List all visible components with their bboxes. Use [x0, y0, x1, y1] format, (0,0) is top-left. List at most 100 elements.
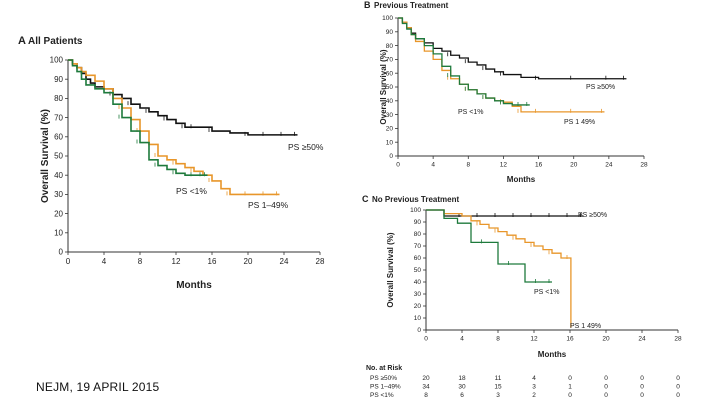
panel-a-series-0-line [68, 59, 298, 136]
panel-a-title: All Patients [28, 36, 83, 47]
panel-c-y-tick-label: 40 [414, 279, 422, 286]
panel-b-y-tick-label: 20 [386, 126, 394, 133]
panel-a-series-1-line [68, 59, 280, 196]
risk-table-cell: 18 [458, 375, 466, 382]
panel-b-x-tick-label: 12 [500, 162, 508, 169]
panel-a-y-tick-label: 20 [54, 209, 63, 218]
panel-b-curve-label: PS 1 49% [564, 119, 595, 126]
panel-b-x-tick-label: 0 [396, 162, 400, 169]
panel-c-curve-label: PS 1 49% [570, 323, 601, 330]
panel-c-series-2-line [426, 209, 552, 283]
panel-c-y-tick-label: 60 [414, 255, 422, 262]
panel-c-title: No Previous Treatment [372, 195, 459, 204]
panel-a-curve-label: PS 1–49% [248, 200, 289, 210]
risk-table-cell: 0 [676, 375, 680, 382]
risk-table-row-label: PS ≥50% [370, 375, 397, 382]
panel-c-letter: C [362, 194, 369, 204]
risk-table-cell: 4 [532, 375, 536, 382]
panel-a-y-tick-label: 30 [54, 190, 63, 199]
panel-c-x-tick-label: 24 [638, 336, 646, 343]
panel-b-series-2-line [398, 17, 530, 106]
panel-a-curve-label: PS ≥50% [288, 142, 324, 152]
panel-a-curve-label: PS <1% [176, 186, 207, 196]
panel-b-x-axis-title: Months [507, 175, 536, 184]
panel-a-x-tick-label: 16 [208, 257, 217, 266]
panel-b-y-tick-label: 30 [386, 112, 394, 119]
risk-table-cell: 0 [568, 375, 572, 382]
risk-table-cell: 6 [460, 392, 464, 399]
panel-a-y-tick-label: 70 [54, 113, 63, 122]
panel-b-y-tick-label: 70 [386, 57, 394, 64]
risk-table-cell: 0 [568, 392, 572, 399]
panel-b-y-axis-title: Overall Survival (%) [379, 49, 388, 124]
panel-a-x-tick-label: 28 [316, 257, 325, 266]
panel-c-x-tick-label: 12 [530, 336, 538, 343]
risk-table-cell: 3 [496, 392, 500, 399]
risk-table-cell: 8 [424, 392, 428, 399]
panel-c-x-tick-label: 20 [602, 336, 610, 343]
panel-c-x-tick-label: 0 [424, 336, 428, 343]
panel-b-series-1-line [398, 17, 605, 113]
risk-table-cell: 0 [676, 392, 680, 399]
panel-c-x-tick-label: 28 [674, 336, 682, 343]
panel-c-curve-label: PS ≥50% [578, 212, 607, 219]
panel-b-y-tick-label: 50 [386, 84, 394, 91]
panel-b-x-tick-label: 28 [640, 162, 648, 169]
panel-c-x-tick-label: 8 [496, 336, 500, 343]
panel-c-y-tick-label: 30 [414, 291, 422, 298]
panel-b-x-tick-label: 24 [605, 162, 613, 169]
risk-table-cell: 1 [568, 384, 572, 391]
panel-a-x-tick-label: 4 [102, 257, 107, 266]
panel-b-letter: B [364, 0, 371, 10]
risk-table-cell: 3 [532, 384, 536, 391]
panel-a-y-tick-label: 0 [59, 248, 64, 257]
panel-c-y-tick-label: 0 [417, 327, 421, 334]
risk-table-cell: 11 [495, 375, 502, 382]
panel-c-series-1-line [426, 209, 572, 328]
panel-c-y-tick-label: 50 [414, 267, 422, 274]
panel-a-y-tick-label: 50 [54, 152, 63, 161]
panel-b-series-0-line [398, 17, 627, 80]
panel-b-x-tick-label: 4 [431, 162, 435, 169]
panel-b-x-tick-label: 20 [570, 162, 578, 169]
risk-table-cell: 2 [532, 392, 536, 399]
panel-b-curve-label: PS ≥50% [586, 84, 615, 91]
panel-a-y-tick-label: 100 [50, 56, 64, 65]
risk-table-cell: 30 [458, 384, 466, 391]
panel-c-y-tick-label: 70 [414, 243, 422, 250]
panel-b-title: Previous Treatment [374, 1, 449, 10]
risk-table-cell: 0 [676, 384, 680, 391]
panel-c-y-tick-label: 80 [414, 231, 422, 238]
risk-table-cell: 0 [604, 392, 608, 399]
panel-c-y-tick-label: 90 [414, 219, 422, 226]
panel-c-y-tick-label: 20 [414, 303, 422, 310]
panel-b-y-tick-label: 0 [389, 153, 393, 160]
panel-a-x-tick-label: 24 [280, 257, 289, 266]
panel-a-y-tick-label: 10 [54, 228, 63, 237]
panel-a-y-axis-title: Overall Survival (%) [40, 109, 51, 203]
panel-c-y-tick-label: 10 [414, 315, 422, 322]
risk-table-cell: 0 [604, 375, 608, 382]
panel-a-x-tick-label: 20 [244, 257, 253, 266]
panel-b-x-tick-label: 16 [535, 162, 543, 169]
panel-b-y-tick-label: 100 [382, 15, 393, 22]
panel-c-y-tick-label: 100 [410, 207, 421, 214]
panel-a-y-tick-label: 60 [54, 132, 63, 141]
panel-c-curve-label: PS <1% [534, 289, 560, 296]
risk-table-title: No. at Risk [366, 365, 402, 372]
panel-b-x-tick-label: 8 [466, 162, 470, 169]
panel-a-x-tick-label: 12 [172, 257, 181, 266]
risk-table-cell: 0 [640, 375, 644, 382]
risk-table-row-label: PS <1% [370, 392, 394, 399]
source-citation: NEJM, 19 APRIL 2015 [36, 380, 160, 394]
risk-table-cell: 0 [640, 392, 644, 399]
risk-table-cell: 20 [422, 375, 430, 382]
panel-a-y-tick-label: 90 [54, 75, 63, 84]
panel-c-x-tick-label: 4 [460, 336, 464, 343]
panel-c-y-axis-title: Overall Survival (%) [386, 232, 395, 307]
panel-b-y-tick-label: 90 [386, 29, 394, 36]
panel-a-x-axis-title: Months [176, 280, 212, 291]
risk-table-row-label: PS 1–49% [370, 384, 401, 391]
panel-b-curve-label: PS <1% [458, 109, 484, 116]
